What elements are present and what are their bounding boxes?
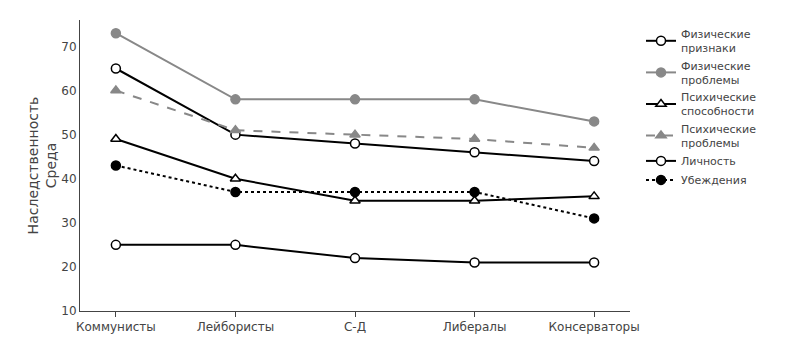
svg-text:50: 50 [61, 128, 76, 142]
svg-text:10: 10 [61, 304, 76, 318]
svg-text:Физическиепризнаки: Физическиепризнаки [681, 28, 751, 55]
svg-text:Лейбористы: Лейбористы [197, 320, 274, 334]
svg-text:НаследственностьСреда: НаследственностьСреда [25, 97, 59, 235]
svg-text:20: 20 [61, 260, 76, 274]
svg-text:60: 60 [61, 84, 76, 98]
svg-text:Консерваторы: Консерваторы [549, 320, 640, 334]
svg-text:30: 30 [61, 216, 76, 230]
svg-text:Коммунисты: Коммунисты [76, 320, 156, 334]
svg-text:40: 40 [61, 172, 76, 186]
svg-text:70: 70 [61, 40, 76, 54]
svg-text:С-Д: С-Д [344, 320, 366, 334]
svg-text:Психическиепроблемы: Психическиепроблемы [681, 123, 756, 150]
svg-text:Личность: Личность [681, 155, 736, 168]
svg-text:Убеждения: Убеждения [681, 174, 747, 187]
svg-text:Физическиепроблемы: Физическиепроблемы [681, 60, 751, 87]
svg-text:Либералы: Либералы [443, 320, 507, 334]
svg-text:Психическиеспособности: Психическиеспособности [681, 91, 756, 118]
